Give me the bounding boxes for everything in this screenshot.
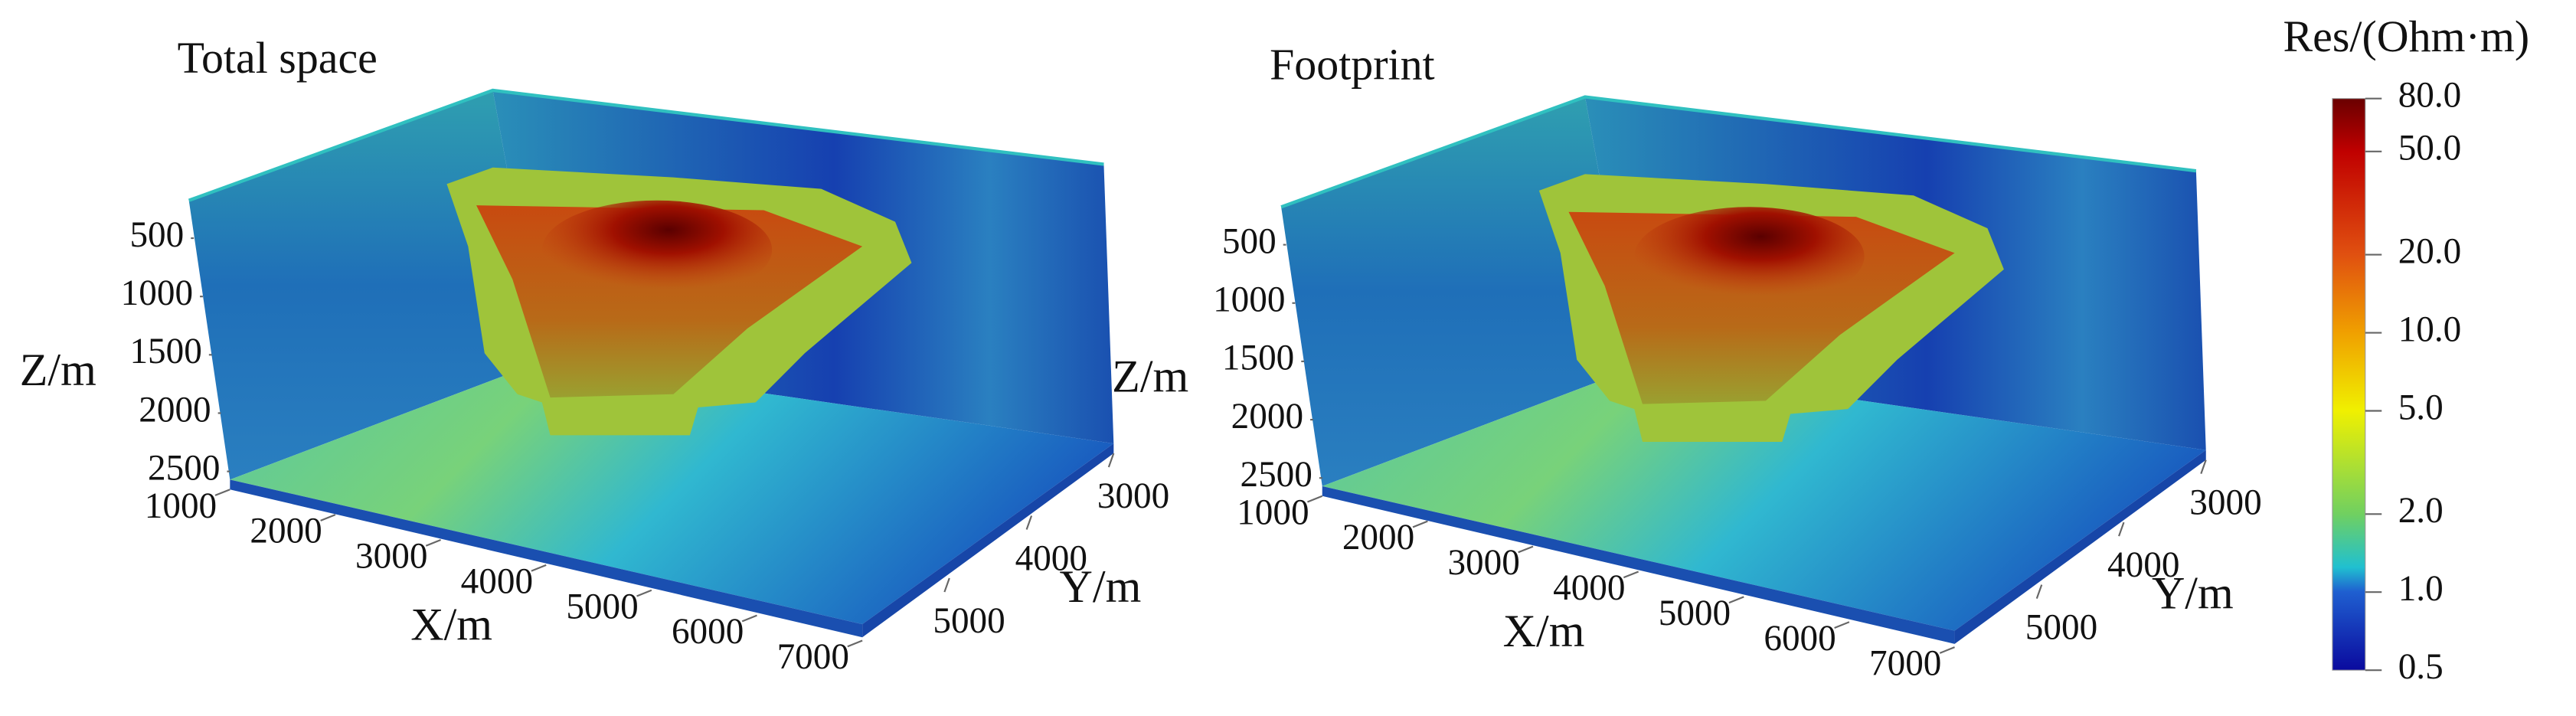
tick-mark	[847, 639, 863, 648]
tick-mark	[2035, 584, 2043, 599]
tick-label: 3000	[2189, 482, 2261, 522]
tick-label: 2000	[1231, 397, 1303, 436]
tick-mark	[741, 614, 757, 623]
z-axis-label: Z/m	[20, 344, 96, 395]
colorbar-tick-label: 5.0	[2398, 387, 2444, 427]
floor-edge	[230, 479, 863, 638]
tick-label: 5000	[1659, 593, 1731, 633]
tick-label: 7000	[777, 637, 849, 677]
tick-label: 4000	[461, 561, 533, 601]
tick-mark	[2118, 521, 2125, 537]
tick-label: 1500	[129, 332, 201, 371]
tick-mark	[1107, 453, 1115, 468]
colorbar-tick-label: 10.0	[2398, 309, 2462, 349]
tick-mark	[531, 564, 547, 572]
tick-label: 6000	[1764, 619, 1836, 659]
tick-mark	[425, 538, 441, 547]
floor	[1322, 368, 2206, 631]
tick-label: 2000	[139, 390, 211, 430]
colorbar-tick-label: 1.0	[2398, 569, 2444, 609]
tick-label: 500	[129, 215, 184, 255]
tick-label: 6000	[672, 612, 744, 652]
floor	[230, 361, 1114, 625]
tick-mark	[1728, 596, 1744, 604]
tick-label: 5000	[566, 587, 638, 626]
tick-mark	[1412, 520, 1428, 528]
y-axis-label: Y/m	[1060, 561, 1142, 612]
y-axis-label: Y/m	[2152, 567, 2234, 619]
tick-mark	[320, 514, 336, 521]
tick-label: 2000	[1342, 518, 1414, 557]
tick-label: 1000	[145, 486, 217, 526]
box-edge	[1280, 95, 2197, 209]
tick-mark	[2200, 459, 2207, 474]
anomaly-core	[1634, 207, 1865, 306]
tick-mark	[636, 589, 652, 597]
colorbar-tick-label: 20.0	[2398, 231, 2462, 271]
colorbar-title: Res/(Ohm·m)	[2283, 11, 2530, 61]
tick-mark	[1834, 621, 1850, 629]
tick-label: 7000	[1869, 644, 1941, 684]
tick-label: 3000	[1447, 543, 1519, 583]
anomaly-core	[541, 200, 773, 299]
tick-label: 4000	[1015, 538, 1087, 578]
floor-edge	[1322, 486, 1955, 644]
tick-mark	[1518, 545, 1534, 554]
tick-label: 5000	[933, 601, 1005, 641]
tick-mark	[1623, 571, 1639, 579]
panel-title: Footprint	[1270, 39, 1435, 89]
tick-label: 500	[1222, 221, 1277, 261]
tick-label: 2000	[250, 512, 322, 551]
z-axis-label: Z/m	[1112, 350, 1188, 401]
tick-label: 1000	[121, 273, 193, 313]
figure-root: Total space50010001500200025001000200030…	[20, 11, 2529, 687]
tick-mark	[1025, 515, 1033, 530]
tick-mark	[943, 577, 950, 593]
x-axis-label: X/m	[410, 598, 492, 649]
panel: Total space50010001500200025001000200030…	[20, 33, 1169, 677]
colorbar-tick-label: 80.0	[2398, 76, 2462, 116]
tick-label: 1000	[1237, 492, 1309, 532]
colorbar-tick-label: 0.5	[2398, 647, 2444, 687]
tick-label: 2500	[1240, 455, 1312, 495]
tick-mark	[1939, 646, 1955, 654]
colorbar	[2332, 98, 2366, 671]
tick-label: 1000	[1213, 280, 1285, 320]
tick-mark	[214, 489, 230, 496]
panel-title: Total space	[178, 33, 378, 83]
colorbar-tick-label: 2.0	[2398, 491, 2444, 531]
tick-label: 5000	[2025, 608, 2097, 648]
box-edge	[188, 88, 1104, 202]
tick-label: 2500	[148, 448, 220, 488]
floor-edge	[1954, 450, 2206, 644]
tick-label: 1500	[1222, 338, 1294, 378]
panel: Footprint5001000150020002500100020003000…	[1112, 39, 2261, 683]
tick-label: 4000	[1553, 568, 1625, 608]
floor-edge	[862, 443, 1114, 638]
tick-mark	[1307, 495, 1323, 503]
tick-label: 4000	[2107, 545, 2179, 585]
tick-label: 3000	[1097, 476, 1169, 516]
tick-label: 3000	[355, 537, 427, 577]
colorbar-tick-label: 50.0	[2398, 129, 2462, 168]
x-axis-label: X/m	[1503, 605, 1585, 656]
